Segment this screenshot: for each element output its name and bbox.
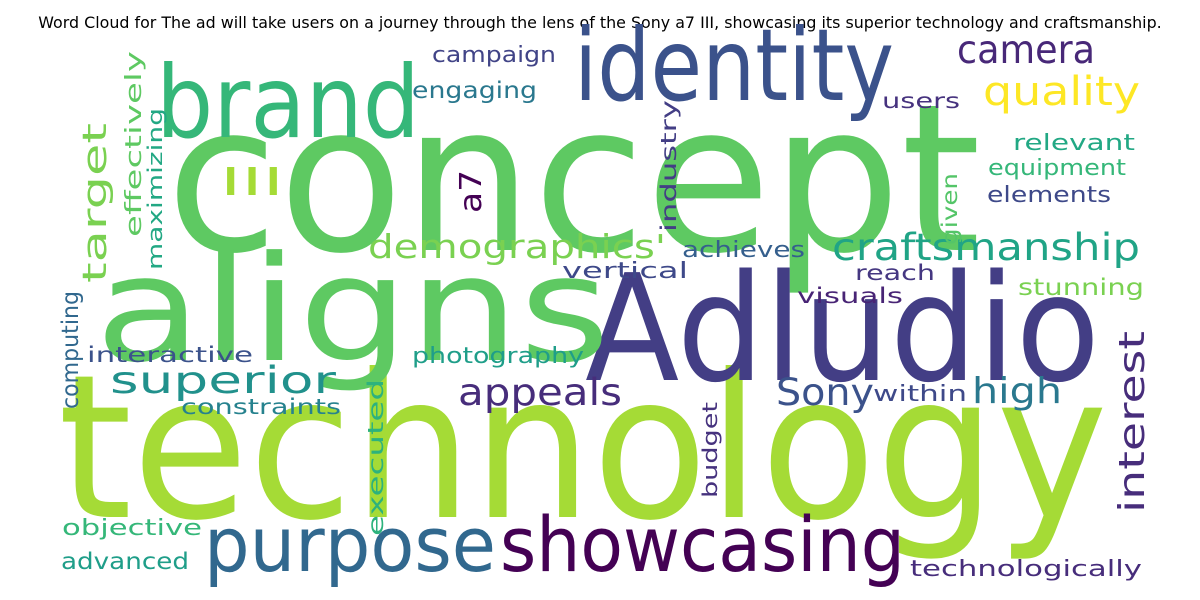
cloud-word: Sony [776,371,874,414]
cloud-word: stunning [1018,275,1144,301]
cloud-word: users [882,89,960,113]
cloud-word: elements [987,183,1111,208]
cloud-word: achieves [682,238,805,263]
cloud-word: industry [657,100,681,232]
cloud-word: demographics' [368,227,666,266]
cloud-word: interactive [87,343,253,367]
cloud-word: brand [156,44,420,161]
cloud-word: visuals [797,284,903,308]
cloud-word: high [972,371,1062,412]
cloud-word: budget [698,402,722,498]
cloud-word: constraints [181,395,341,419]
cloud-word: engaging [412,78,537,104]
cloud-word: equipment [988,156,1126,181]
cloud-word: advanced [61,549,189,575]
cloud-word: executed [364,379,388,536]
cloud-word: superior [110,359,337,402]
cloud-word: purpose [204,500,496,589]
cloud-word: III [220,160,284,204]
cloud-word: effectively [122,51,147,237]
cloud-word: maximizing [143,108,167,270]
cloud-word: within [873,382,967,407]
cloud-word: camera [957,28,1095,73]
cloud-word: craftsmanship [832,226,1140,269]
cloud-word: concept [166,61,981,299]
cloud-word: interest [1112,331,1153,513]
cloud-word: aligns [95,225,610,395]
cloud-word: computing [58,291,84,409]
cloud-word: given [938,173,962,245]
cloud-word: technologically [910,557,1142,582]
cloud-word: reach [855,261,935,285]
cloud-word: technology [58,332,1108,565]
cloud-word: appeals [458,371,622,414]
cloud-word: showcasing [500,500,905,589]
cloud-word: quality [983,69,1140,115]
cloud-word: identity [574,7,894,124]
cloud-word: a7 [454,170,489,213]
cloud-word: campaign [432,43,556,68]
cloud-word: photography [412,344,584,369]
cloud-word: Adludio [585,243,1100,415]
cloud-word: vertical [562,259,688,284]
cloud-word: target [75,123,114,283]
cloud-word: objective [62,516,202,541]
cloud-word: relevant [1013,131,1135,156]
figure-title: Word Cloud for The ad will take users on… [38,13,1162,32]
